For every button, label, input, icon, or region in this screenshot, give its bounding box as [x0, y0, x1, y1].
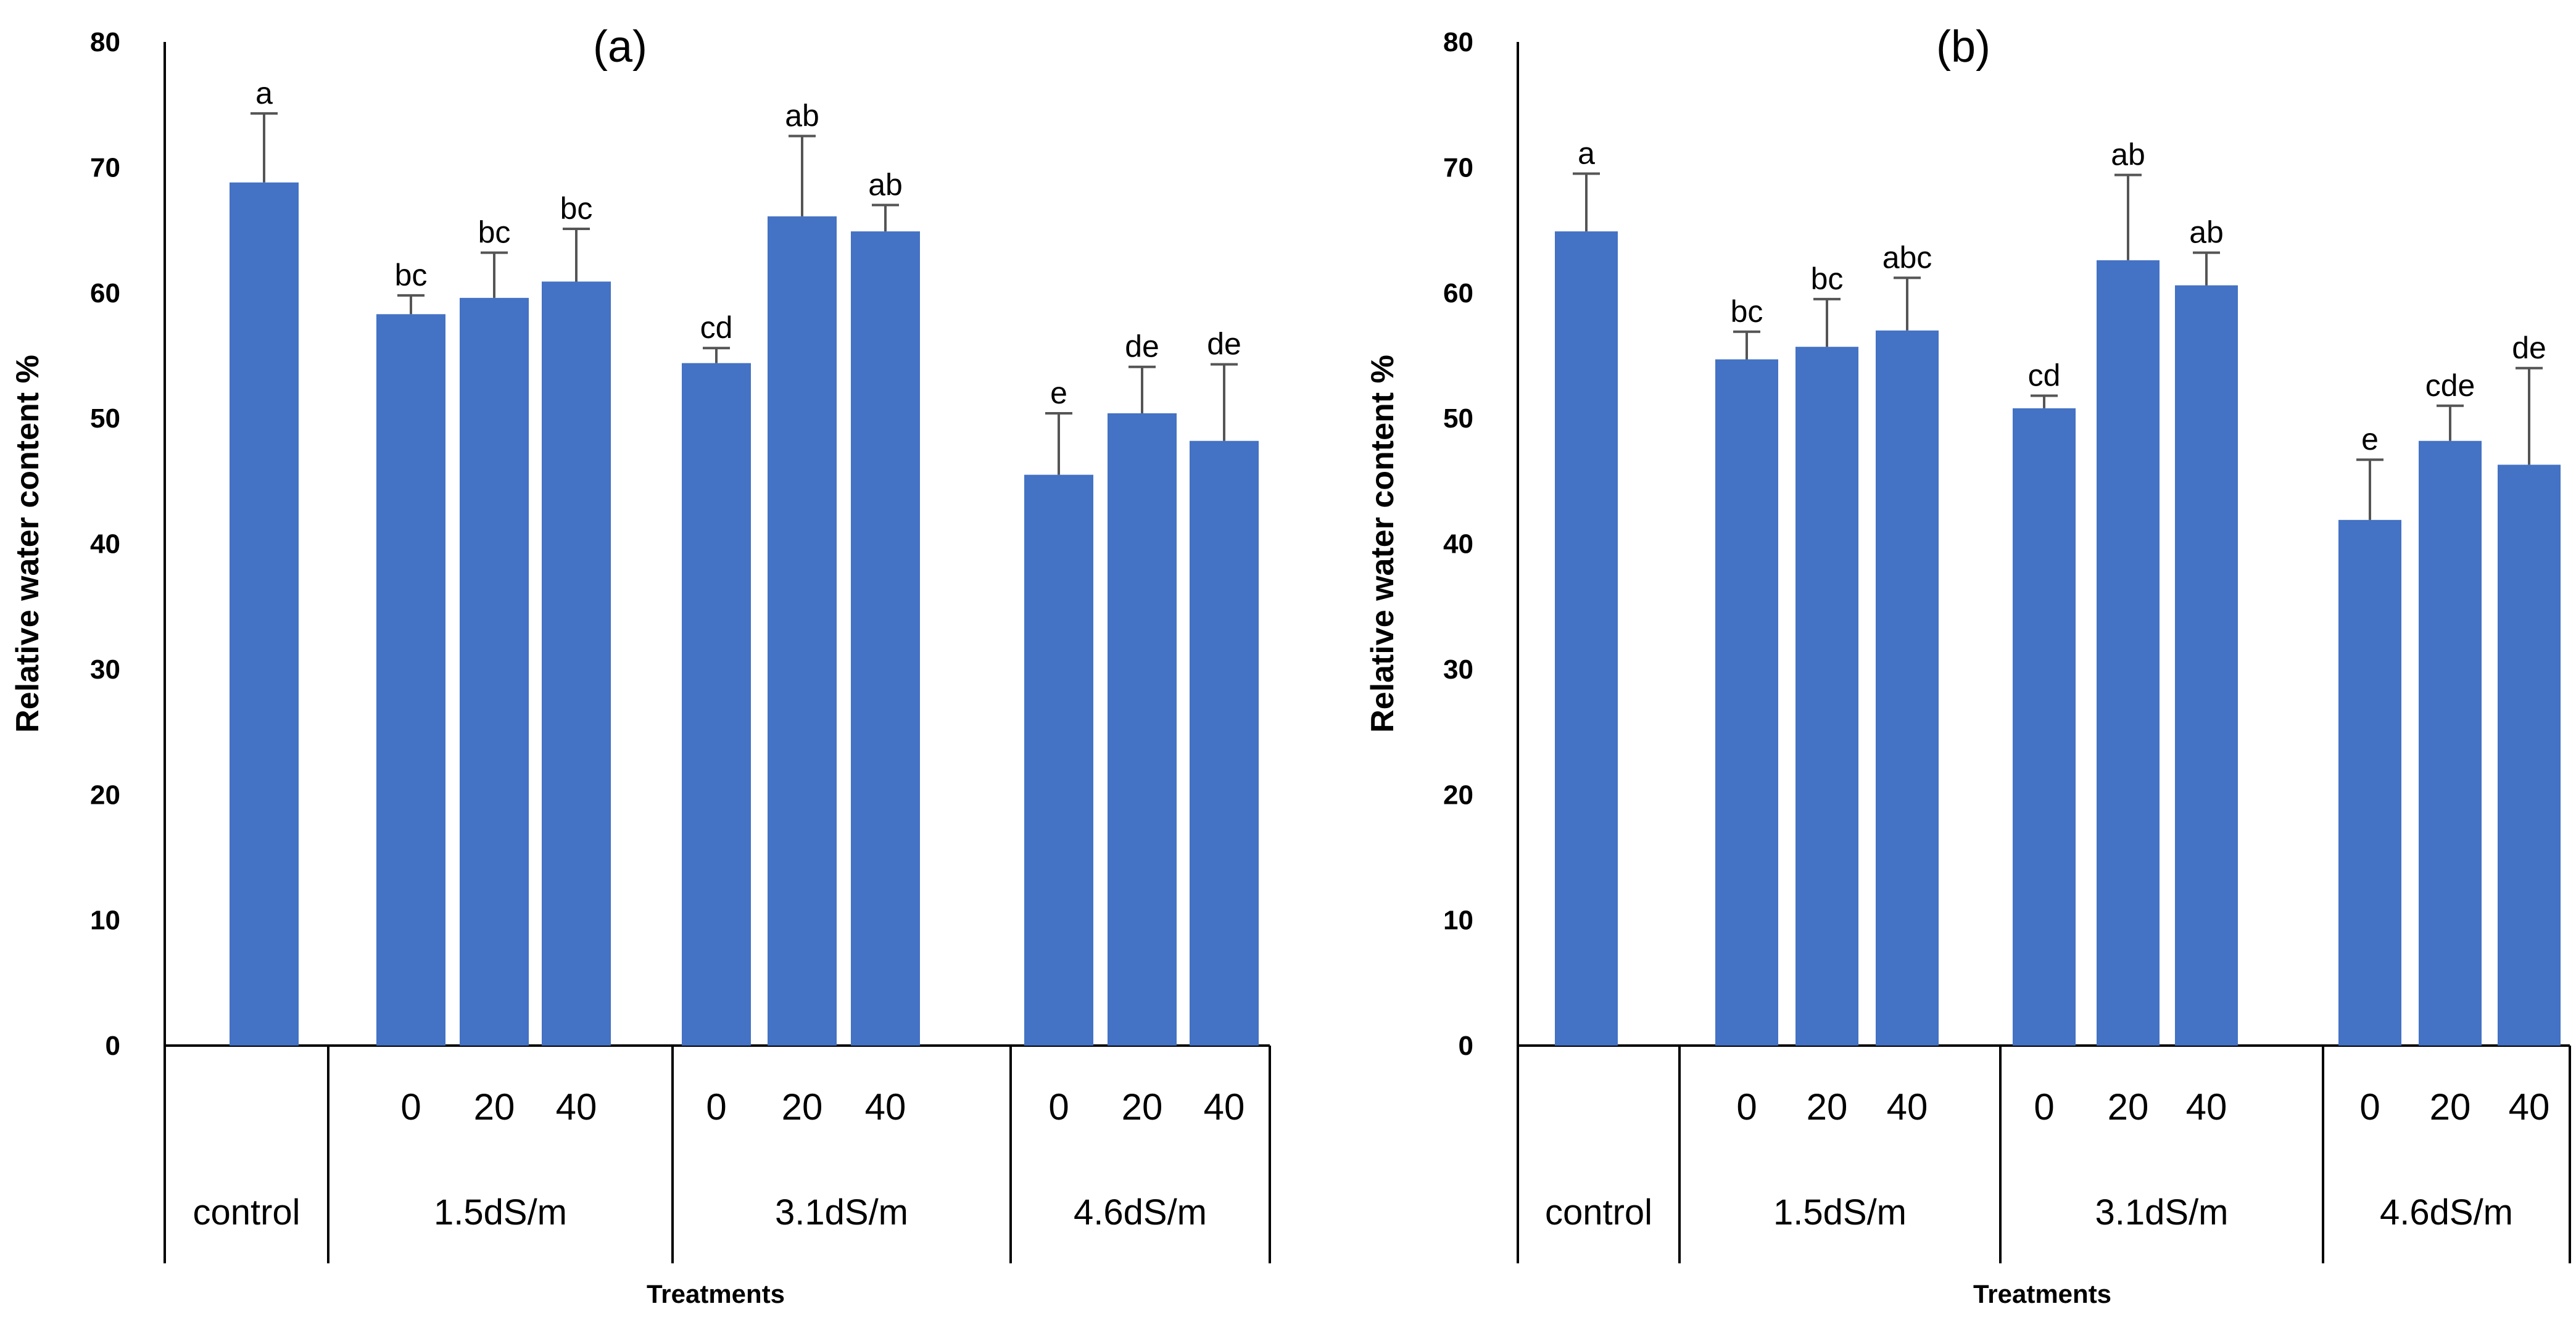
bar — [2338, 519, 2401, 1046]
y-tick-label: 0 — [106, 1031, 120, 1061]
significance-letter: bc — [1731, 294, 1763, 329]
y-tick-label: 30 — [90, 654, 120, 685]
bar — [2419, 440, 2482, 1046]
chart-panel-a: (a) Relative water content % 0 10 20 30 40 50 60… — [10, 22, 1271, 1308]
significance-letter: de — [1125, 329, 1159, 364]
x-subcategory-label: 0 — [1736, 1086, 1757, 1128]
bar — [1876, 330, 1939, 1046]
x-subcategory-label: 20 — [782, 1086, 823, 1128]
x-group-label: 4.6dS/m — [1074, 1192, 1207, 1232]
x-group-label: control — [1545, 1192, 1652, 1232]
bar — [1715, 359, 1778, 1046]
bar — [460, 297, 529, 1046]
x-subcategory-label: 20 — [1807, 1086, 1848, 1128]
bar — [2013, 408, 2076, 1046]
chart-title: (a) — [593, 22, 647, 72]
x-subcategory-label: 0 — [2034, 1086, 2054, 1128]
y-tick-label: 20 — [90, 780, 120, 810]
x-subcategory-label: 40 — [1887, 1086, 1928, 1128]
y-axis-label: Relative water content % — [1365, 355, 1401, 733]
y-tick-label: 50 — [90, 403, 120, 434]
bar — [1795, 347, 1858, 1046]
y-tick-label: 0 — [1459, 1031, 1473, 1061]
bar — [1024, 474, 1093, 1046]
significance-letter: bc — [1811, 262, 1844, 296]
x-group-label: 3.1dS/m — [775, 1192, 908, 1232]
bar — [2498, 464, 2561, 1046]
x-group-label: 4.6dS/m — [2380, 1192, 2513, 1232]
bar — [768, 216, 837, 1046]
bar — [376, 314, 445, 1046]
significance-letter: abc — [1882, 240, 1932, 275]
bar — [682, 363, 751, 1046]
y-tick-label: 60 — [1443, 278, 1473, 308]
y-tick-label: 60 — [90, 278, 120, 308]
y-axis-label: Relative water content % — [10, 355, 46, 733]
significance-letter: bc — [560, 191, 593, 226]
y-tick-label: 80 — [90, 27, 120, 57]
y-tick-label: 40 — [90, 529, 120, 559]
x-group-label: 3.1dS/m — [2095, 1192, 2229, 1232]
bar — [2097, 260, 2160, 1046]
x-axis-label: Treatments — [1973, 1279, 2111, 1308]
significance-letter: a — [255, 76, 273, 110]
significance-letter: e — [2361, 422, 2379, 456]
chart-panel-b: (b) Relative water content % 0 10 20 30 40 50 60… — [1365, 22, 2571, 1308]
x-subcategory-label: 20 — [1122, 1086, 1163, 1128]
significance-letter: cd — [700, 310, 733, 345]
significance-letter: cde — [2425, 368, 2475, 403]
y-tick-label: 70 — [1443, 152, 1473, 183]
x-group-label: control — [193, 1192, 300, 1232]
x-axis-label: Treatments — [647, 1279, 785, 1308]
y-tick-label: 80 — [1443, 27, 1473, 57]
bar — [851, 231, 920, 1046]
x-subcategory-label: 20 — [2430, 1086, 2471, 1128]
significance-letter: bc — [395, 258, 428, 292]
x-subcategory-label: 0 — [706, 1086, 726, 1128]
x-subcategory-label: 40 — [865, 1086, 906, 1128]
significance-letter: ab — [868, 167, 903, 202]
y-tick-label: 50 — [1443, 403, 1473, 434]
x-subcategory-label: 40 — [1204, 1086, 1245, 1128]
bar — [2175, 285, 2238, 1046]
significance-letter: e — [1050, 376, 1067, 410]
bar — [1108, 413, 1177, 1046]
x-subcategory-label: 0 — [2359, 1086, 2380, 1128]
x-subcategory-label: 20 — [2108, 1086, 2149, 1128]
significance-letter: bc — [478, 215, 511, 250]
bar — [1190, 440, 1259, 1046]
significance-letter: de — [1207, 327, 1241, 361]
x-subcategory-label: 40 — [2509, 1086, 2550, 1128]
chart-title: (b) — [1936, 22, 1990, 72]
x-subcategory-label: 0 — [400, 1086, 421, 1128]
y-tick-label: 10 — [1443, 906, 1473, 936]
significance-letter: ab — [2189, 215, 2224, 250]
significance-letter: cd — [2028, 358, 2061, 393]
y-tick-label: 10 — [90, 906, 120, 936]
x-subcategory-label: 0 — [1048, 1086, 1069, 1128]
y-tick-label: 40 — [1443, 529, 1473, 559]
bar — [230, 182, 299, 1046]
x-group-label: 1.5dS/m — [1773, 1192, 1907, 1232]
significance-letter: a — [1578, 136, 1595, 171]
x-group-label: 1.5dS/m — [434, 1192, 567, 1232]
y-tick-label: 30 — [1443, 654, 1473, 685]
x-subcategory-label: 40 — [556, 1086, 597, 1128]
significance-letter: ab — [785, 99, 819, 133]
y-tick-label: 20 — [1443, 780, 1473, 810]
significance-letter: de — [2512, 331, 2546, 365]
bar — [1555, 231, 1618, 1046]
x-subcategory-label: 40 — [2186, 1086, 2227, 1128]
bar — [542, 281, 611, 1046]
significance-letter: ab — [2111, 138, 2145, 172]
x-subcategory-label: 20 — [474, 1086, 515, 1128]
y-tick-label: 70 — [90, 152, 120, 183]
